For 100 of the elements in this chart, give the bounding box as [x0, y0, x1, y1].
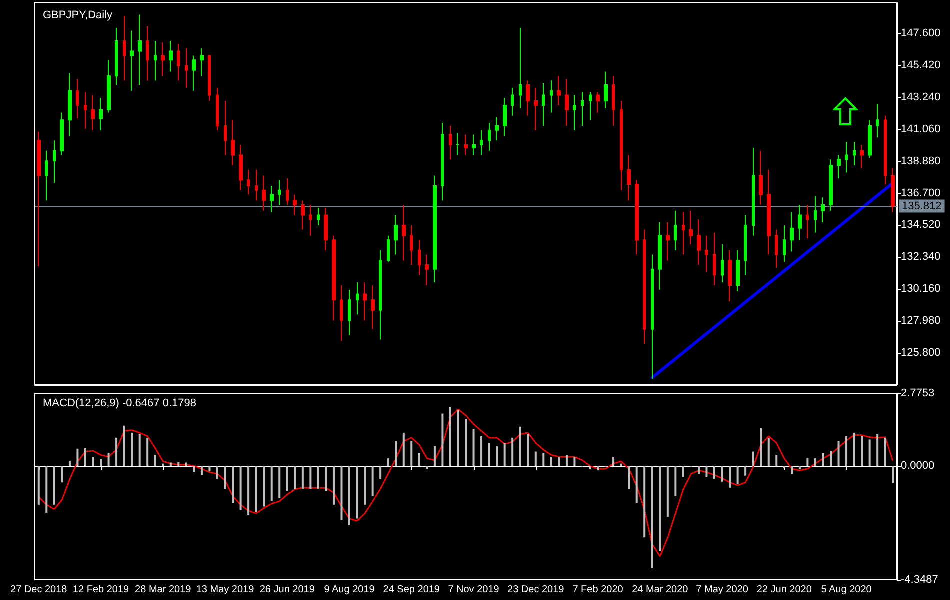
candlestick [192, 55, 196, 92]
bar [534, 452, 537, 466]
candlestick [604, 71, 608, 109]
candlestick [68, 72, 72, 137]
text: GBPJPY,Daily [43, 10, 113, 22]
x-tick-label: 22 Jun 2020 [756, 584, 812, 596]
bar [154, 455, 156, 466]
bar [760, 428, 762, 466]
candlestick [293, 194, 297, 216]
bar [200, 466, 203, 476]
candlestick [379, 250, 382, 340]
candlestick [612, 76, 615, 126]
candlestick [332, 235, 336, 322]
candlestick [790, 212, 794, 252]
y-tick-label: 130.160 [901, 282, 941, 295]
x-tick-label: 28 Mar 2019 [135, 584, 192, 596]
bar [744, 466, 747, 476]
candlestick [620, 100, 623, 191]
candlestick [519, 27, 522, 109]
candlestick [146, 26, 149, 82]
candlestick [736, 250, 740, 292]
bar [46, 466, 48, 514]
candlestick [37, 131, 41, 267]
candlestick [286, 178, 289, 206]
candlestick [169, 40, 173, 72]
bar [131, 432, 134, 466]
bar [208, 466, 211, 472]
bar [108, 453, 110, 466]
bar [372, 466, 374, 497]
bar [442, 414, 444, 466]
bar [806, 458, 809, 466]
bar [519, 426, 522, 466]
candlestick [798, 204, 802, 241]
bar [776, 455, 778, 466]
candlestick [581, 92, 584, 126]
bar [38, 466, 40, 505]
candlestick [464, 134, 468, 156]
y-tick-label: -4.3487 [901, 574, 938, 586]
candlestick [177, 43, 180, 82]
candlestick [200, 48, 204, 77]
y-tick-label: 125.800 [901, 346, 941, 359]
bar [449, 406, 452, 466]
y-tick-label: 145.420 [901, 60, 941, 72]
bar [884, 438, 886, 466]
candlestick [224, 100, 227, 156]
bar [193, 466, 196, 472]
candlestick [550, 80, 553, 114]
x-tick-label: 24 Mar 2020 [632, 584, 689, 596]
x-tick-label: 5 Aug 2020 [821, 584, 872, 596]
candlestick [247, 169, 250, 196]
y-tick-label: 138.880 [901, 155, 941, 168]
bar [248, 466, 250, 516]
bar [434, 446, 436, 466]
bar [395, 441, 398, 466]
candlestick [557, 76, 561, 106]
candlestick [728, 250, 732, 302]
candlestick [666, 222, 670, 262]
candlestick [317, 207, 320, 226]
candlestick [255, 169, 258, 202]
bar [294, 466, 296, 490]
candlestick [278, 180, 281, 206]
candlestick [495, 116, 499, 142]
bar [426, 466, 428, 470]
candlestick [154, 40, 157, 82]
candlestick [853, 142, 856, 166]
candlestick [216, 87, 219, 131]
candlestick [627, 154, 631, 202]
bar [488, 443, 490, 466]
y-tick-label: 0.0000 [901, 460, 935, 472]
candlestick [123, 16, 126, 82]
y-tick-label: 134.520 [901, 219, 941, 232]
bar [729, 466, 732, 488]
bar [674, 466, 677, 497]
y-tick-label: 141.060 [901, 123, 941, 136]
candlestick [185, 48, 188, 88]
candlestick [526, 80, 530, 116]
bar [644, 466, 646, 538]
bar [278, 466, 281, 498]
bar [418, 453, 420, 466]
candlestick [868, 120, 872, 159]
bar [752, 452, 754, 466]
bar [68, 460, 71, 466]
chart-title: MACD(12,26,9) -0.6467 0.1798 [43, 398, 196, 410]
y-tick-label: 143.240 [901, 92, 941, 104]
candlestick [324, 207, 328, 251]
y-tick-label: 127.980 [901, 314, 941, 327]
candlestick [115, 27, 118, 86]
candlestick [425, 254, 429, 286]
x-tick-label: 7 Nov 2019 [448, 584, 500, 596]
candlestick [138, 14, 142, 86]
candlestick [783, 224, 786, 263]
candlestick [231, 120, 235, 166]
candlestick [837, 154, 841, 180]
bar [302, 466, 304, 489]
bar [325, 466, 328, 492]
x-tick-label: 9 Aug 2019 [324, 584, 376, 596]
bar [116, 438, 118, 466]
candlestick [456, 132, 460, 156]
candlestick [84, 92, 87, 130]
candlestick [363, 282, 367, 322]
